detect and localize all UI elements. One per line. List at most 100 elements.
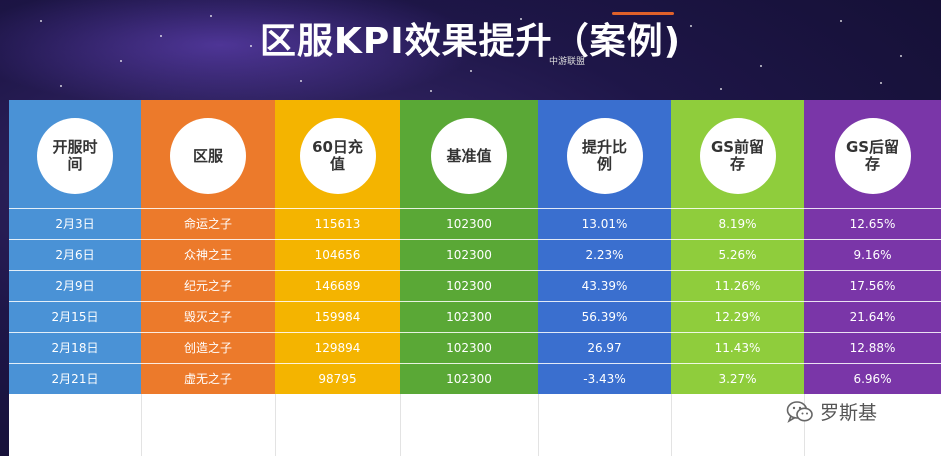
table-cell: 创造之子 — [141, 332, 275, 362]
star-field — [0, 0, 941, 100]
star — [900, 55, 902, 57]
star — [600, 50, 602, 52]
table-footer-blank — [538, 394, 671, 456]
star — [690, 25, 692, 27]
header-label: 提升比例 — [581, 138, 627, 173]
table-cell: 17.56% — [804, 270, 941, 300]
star — [210, 15, 212, 17]
table-cell: 命运之子 — [141, 208, 275, 238]
table-cell: 8.19% — [671, 208, 804, 238]
table-cell: 102300 — [400, 301, 538, 331]
table-cell: 虚无之子 — [141, 363, 275, 393]
table-cell: 21.64% — [804, 301, 941, 331]
header-label: GS后留存 — [845, 138, 900, 173]
watermark-text: 中游联盟 — [549, 57, 586, 67]
header-circle: GS后留存 — [834, 118, 911, 194]
table-cell: 2月9日 — [9, 270, 141, 300]
column-header: 区服 — [141, 100, 275, 208]
table-footer-blank — [141, 394, 275, 456]
star — [380, 30, 382, 32]
table-cell: 11.26% — [671, 270, 804, 300]
star — [720, 88, 722, 90]
table-footer-blank — [9, 394, 141, 456]
star — [160, 35, 162, 37]
table-cell: 159984 — [275, 301, 400, 331]
header-circle: 60日充值 — [299, 118, 376, 194]
star — [250, 45, 252, 47]
table-cell: 2月3日 — [9, 208, 141, 238]
footer-divider — [538, 394, 539, 456]
star — [470, 70, 472, 72]
header-circle: 区服 — [170, 118, 246, 194]
table-column: GS后留存 12.65% 9.16% 17.56% 21.64% 12.88% 6.96% — [804, 100, 941, 456]
kpi-table: 开服时间 2月3日 2月6日 2月9日 2月15日 2月18日 2月21日 区服 命运之子 众神之… — [9, 100, 941, 456]
table-column: 区服命运之子 众神之王 纪元之子 毁灭之子 创造之子 虚无之子 — [141, 100, 275, 456]
table-cell: 众神之王 — [141, 239, 275, 269]
table-cell: 12.88% — [804, 332, 941, 362]
table-cell: 11.43% — [671, 332, 804, 362]
header-circle: 提升比例 — [566, 118, 643, 194]
table-cell: 98795 — [275, 363, 400, 393]
table-cell: 43.39% — [538, 270, 671, 300]
brand-name: 罗斯基 — [820, 402, 878, 424]
header-label: 开服时间 — [52, 138, 98, 173]
page-title: 区服KPI效果提升（案例) — [259, 21, 682, 62]
column-header: 开服时间 — [9, 100, 141, 208]
column-header: 基准值 — [400, 100, 538, 208]
table-column: 开服时间 2月3日 2月6日 2月9日 2月15日 2月18日 2月21日 — [9, 100, 141, 456]
table-footer-blank — [804, 394, 941, 456]
table-footer-blank — [671, 394, 804, 456]
column-header: GS后留存 — [804, 100, 941, 208]
table-cell: 102300 — [400, 332, 538, 362]
table-cell: 2月21日 — [9, 363, 141, 393]
table-cell: 12.65% — [804, 208, 941, 238]
table-column: GS前留存 8.19% 5.26% 11.26% 12.29% 11.43% 3.27% — [671, 100, 804, 456]
header-label: 60日充值 — [312, 138, 363, 173]
star — [880, 82, 882, 84]
table-cell: 115613 — [275, 208, 400, 238]
table-cell: 纪元之子 — [141, 270, 275, 300]
column-header: 60日充值 — [275, 100, 400, 208]
star — [120, 60, 122, 62]
table-cell: 129894 — [275, 332, 400, 362]
header-circle: 基准值 — [431, 118, 507, 194]
table-column: 基准值 102300 102300 102300 102300 102300 102300 — [400, 100, 538, 456]
footer-divider — [671, 394, 672, 456]
table-footer-blank — [275, 394, 400, 456]
table-cell: 5.26% — [671, 239, 804, 269]
title-accent-line — [612, 12, 674, 15]
star — [840, 20, 842, 22]
table-footer-blank — [400, 394, 538, 456]
table-cell: 9.16% — [804, 239, 941, 269]
table-cell: 2.23% — [538, 239, 671, 269]
table-cell: 102300 — [400, 239, 538, 269]
header-circle: GS前留存 — [699, 118, 776, 194]
star — [40, 20, 42, 22]
footer-divider — [141, 394, 142, 456]
table-cell: 毁灭之子 — [141, 301, 275, 331]
table-column: 60日充值 115613 104656 146689 159984 129894 98795 — [275, 100, 400, 456]
table-cell: 102300 — [400, 270, 538, 300]
brand-badge: 罗斯基 — [786, 398, 877, 425]
table-cell: 26.97 — [538, 332, 671, 362]
table-cell: -3.43% — [538, 363, 671, 393]
table-cell: 104656 — [275, 239, 400, 269]
header-label: 基准值 — [446, 146, 492, 165]
footer-divider — [400, 394, 401, 456]
table-cell: 3.27% — [671, 363, 804, 393]
table-cell: 56.39% — [538, 301, 671, 331]
header-circle: 开服时间 — [37, 118, 113, 194]
table-cell: 102300 — [400, 363, 538, 393]
column-header: GS前留存 — [671, 100, 804, 208]
header-label: GS前留存 — [710, 138, 765, 173]
table-cell: 13.01% — [538, 208, 671, 238]
table-cell: 6.96% — [804, 363, 941, 393]
footer-divider — [804, 394, 805, 456]
wechat-icon — [786, 400, 814, 424]
star — [760, 65, 762, 67]
header-label: 区服 — [192, 146, 223, 165]
table-column: 提升比例 13.01% 2.23% 43.39% 56.39% 26.97 -3.43% — [538, 100, 671, 456]
table-cell: 2月15日 — [9, 301, 141, 331]
background-glow — [0, 0, 480, 110]
star — [300, 80, 302, 82]
